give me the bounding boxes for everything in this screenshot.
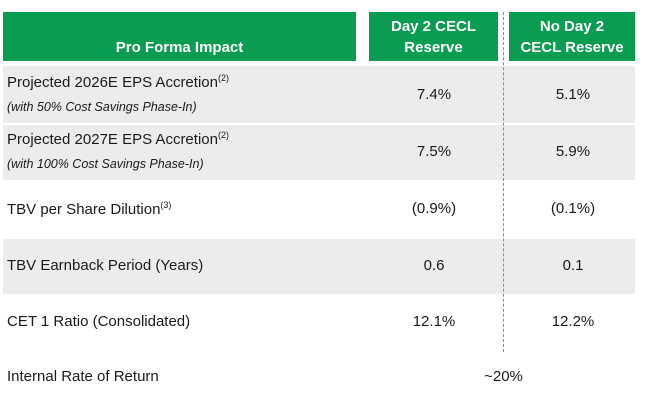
header-label-text: Pro Forma Impact [115,39,244,56]
value-no-day2: (0.1%) [550,200,596,217]
header-pro-forma-impact: Pro Forma Impact [3,12,356,61]
row-label: Projected 2027E EPS Accretion(2) [7,130,229,148]
table-row-tbv-dilution: TBV per Share Dilution(3) (0.9%) (0.1%) [3,182,635,237]
table-row-2027-eps: Projected 2027E EPS Accretion(2) (with 1… [3,125,635,180]
row-label: CET 1 Ratio (Consolidated) [7,313,191,330]
table-row-2026-eps: Projected 2026E EPS Accretion(2) (with 5… [3,66,635,123]
value-day2: (0.9%) [411,200,457,217]
value-day2: 7.4% [416,86,452,103]
table-row-tbv-earnback: TBV Earnback Period (Years) 0.6 0.1 [3,239,635,294]
row-sublabel: (with 50% Cost Savings Phase-In) [7,100,197,114]
row-label: Internal Rate of Return [7,368,159,385]
row-label: TBV per Share Dilution(3) [7,200,172,218]
value-day2: 7.5% [416,143,452,160]
table-row-irr: Internal Rate of Return ~20% [3,358,635,398]
column-divider [503,12,504,352]
header-col1-line2: Reserve [404,38,463,56]
value-day2: 12.1% [412,313,456,330]
footnote-marker: (3) [160,200,172,210]
value-no-day2: 12.2% [551,313,595,330]
row-sublabel: (with 100% Cost Savings Phase-In) [7,157,204,171]
value-no-day2: 5.9% [555,143,591,160]
footnote-marker: (2) [217,130,229,140]
header-day2-cecl-reserve: Day 2 CECL Reserve [369,12,498,61]
row-label: Projected 2026E EPS Accretion(2) [7,73,229,91]
header-col2-line2: CECL Reserve [520,38,624,56]
row-label: TBV Earnback Period (Years) [7,257,204,274]
value-no-day2: 5.1% [555,86,591,103]
header-no-day2-cecl-reserve: No Day 2 CECL Reserve [509,12,635,61]
table-row-cet1: CET 1 Ratio (Consolidated) 12.1% 12.2% [3,296,635,351]
header-col2-line1: No Day 2 [539,17,605,35]
value-no-day2: 0.1 [562,257,584,274]
value-day2: 0.6 [423,257,445,274]
header-col1-line1: Day 2 CECL [390,17,477,35]
value-irr: ~20% [484,368,523,385]
footnote-marker: (2) [217,73,229,83]
